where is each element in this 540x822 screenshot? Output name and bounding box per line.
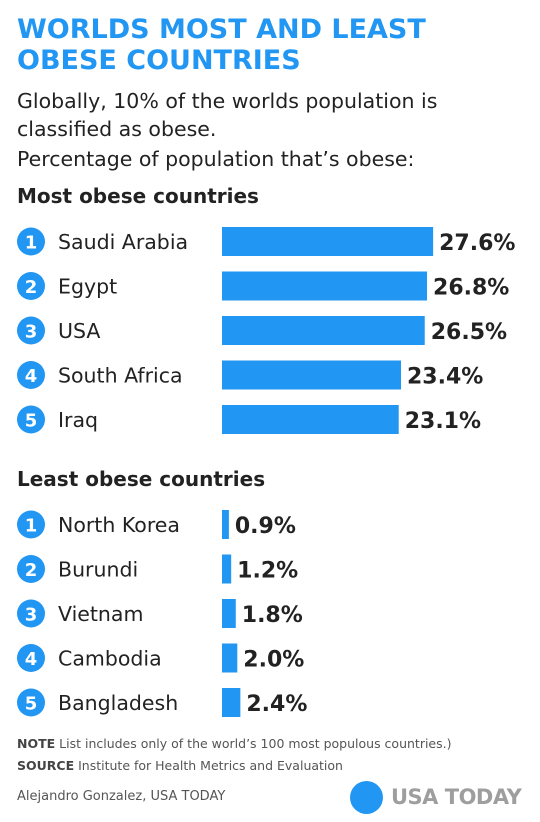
most-value-label: 26.5% [431,320,507,345]
least-rank-number: 2 [25,560,38,581]
least-obese-heading: Least obese countries [17,467,266,491]
least-bar [222,643,238,673]
least-rank-number: 5 [25,694,38,715]
most-rank-number: 4 [25,366,38,387]
most-bar [222,405,399,434]
least-value-label: 1.8% [242,603,303,628]
most-rank-number: 5 [25,411,38,432]
least-value-label: 0.9% [235,514,296,539]
least-value-label: 1.2% [237,559,298,584]
least-value-label: 2.4% [246,692,307,717]
most-country-label: Iraq [58,408,98,432]
most-country-label: Saudi Arabia [58,230,188,254]
most-value-label: 27.6% [439,231,515,256]
most-bar [222,271,428,301]
most-rank-badge [17,316,45,345]
most-bar [222,360,402,390]
least-rank-number: 4 [25,649,38,670]
most-rank-number: 2 [25,277,38,298]
least-rank-number: 1 [25,516,38,537]
most-country-label: USA [58,319,100,343]
least-rank-badge [17,599,45,628]
usa-today-logo: USA TODAY [350,780,522,814]
most-country-label: Egypt [58,275,117,299]
most-value-label: 23.1% [405,409,481,434]
least-country-label: Vietnam [58,602,143,626]
least-country-label: Bangladesh [58,691,178,715]
least-country-label: Cambodia [58,647,162,671]
most-country-label: South Africa [58,364,183,388]
most-rank-number: 1 [25,233,38,254]
least-rank-badge [17,555,45,583]
note-label: NOTE [17,736,56,751]
most-value-label: 26.8% [433,276,509,301]
least-bar [222,688,241,717]
least-bar [222,510,229,539]
most-obese-heading: Most obese countries [17,184,259,208]
credit: Alejandro Gonzalez, USA TODAY [17,789,226,804]
least-bar [222,599,236,628]
note: NOTE List includes only of the world’s 1… [17,736,451,751]
least-country-label: Burundi [58,558,138,582]
least-rank-badge [17,688,45,717]
logo-dot-icon [350,780,383,814]
source: SOURCE Institute for Health Metrics and … [17,758,343,773]
least-bar [222,554,232,584]
least-rank-badge [17,644,45,672]
most-bar [222,227,434,256]
chart-subtitle-measure: Percentage of population that’s obese: [17,147,415,171]
least-rank-number: 3 [25,605,38,626]
most-value-label: 23.4% [407,365,483,390]
least-country-label: North Korea [58,513,180,537]
chart-subtitle: Globally, 10% of the worlds population i… [17,89,438,141]
note-text: List includes only of the world’s 100 mo… [59,736,452,751]
source-label: SOURCE [17,758,75,773]
least-rank-badge [17,510,45,539]
most-bar [222,316,425,345]
logo-text: USA TODAY [391,785,522,809]
most-rank-badge [17,405,45,434]
most-rank-badge [17,272,45,300]
most-rank-number: 3 [25,322,38,343]
most-rank-badge [17,361,45,389]
source-text: Institute for Health Metrics and Evaluat… [78,758,343,773]
chart-title: WORLDS MOST AND LEAST OBESE COUNTRIES [17,14,426,76]
least-value-label: 2.0% [243,648,304,673]
most-rank-badge [17,227,45,256]
